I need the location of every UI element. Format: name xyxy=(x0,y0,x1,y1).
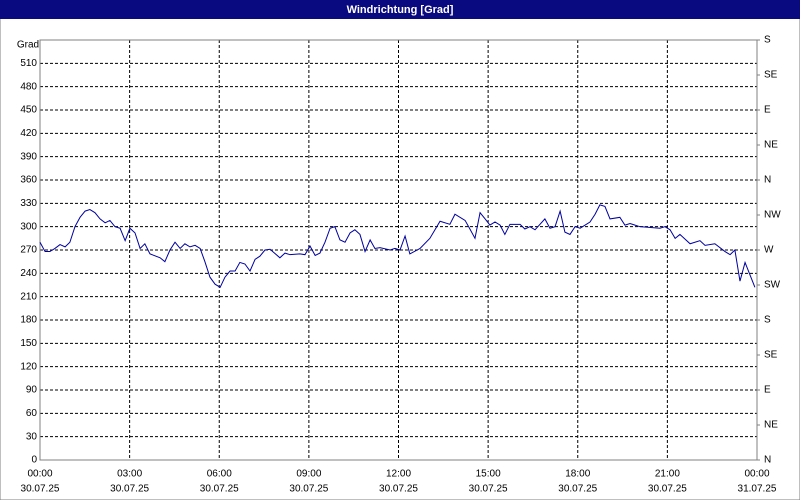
x-tick-label: 21:00 xyxy=(655,469,680,480)
x-tick-label: 06:00 xyxy=(207,469,232,480)
y-tick-label: 480 xyxy=(20,81,37,92)
y-tick-label: 300 xyxy=(20,221,37,232)
y2-tick-label: NE xyxy=(764,140,778,151)
y2-tick-label: SE xyxy=(764,350,778,361)
y2-tick-label: SW xyxy=(764,280,781,291)
x-tick-label: 03:00 xyxy=(117,469,142,480)
y-tick-label: 180 xyxy=(20,315,37,326)
y-tick-label: 60 xyxy=(26,408,38,419)
y-tick-label: 390 xyxy=(20,151,37,162)
x-tick-sublabel: 31.07.25 xyxy=(738,484,777,495)
y2-tick-label: N xyxy=(764,455,771,466)
title-bar xyxy=(0,0,800,19)
y2-tick-label: E xyxy=(764,105,771,116)
y-tick-label: 360 xyxy=(20,175,37,186)
y2-tick-label: S xyxy=(764,35,771,46)
y-tick-label: 450 xyxy=(20,105,37,116)
x-tick-label: 12:00 xyxy=(386,469,411,480)
y-tick-label: 90 xyxy=(26,385,38,396)
data-line xyxy=(39,204,756,289)
y2-tick-label: W xyxy=(764,245,774,256)
y-tick-label: 240 xyxy=(20,268,37,279)
x-tick-label: 15:00 xyxy=(476,469,501,480)
x-tick-label: 00:00 xyxy=(744,469,769,480)
y2-tick-label: NW xyxy=(764,210,781,221)
x-tick-sublabel: 30.07.25 xyxy=(110,484,149,495)
x-tick-label: 18:00 xyxy=(565,469,590,480)
x-tick-label: 00:00 xyxy=(27,469,52,480)
y2-tick-label: N xyxy=(764,175,771,186)
y-tick-label: 0 xyxy=(31,455,37,466)
y-tick-label: 420 xyxy=(20,128,37,139)
y-tick-label: 210 xyxy=(20,291,37,302)
y-tick-label: 120 xyxy=(20,361,37,372)
y2-tick-label: SE xyxy=(764,70,778,81)
x-tick-sublabel: 30.07.25 xyxy=(469,484,508,495)
y-axis-label: Grad xyxy=(17,40,39,51)
x-tick-sublabel: 30.07.25 xyxy=(289,484,328,495)
x-tick-sublabel: 30.07.25 xyxy=(200,484,239,495)
y-tick-label: 330 xyxy=(20,198,37,209)
y-tick-label: 30 xyxy=(26,431,38,442)
x-tick-sublabel: 30.07.25 xyxy=(648,484,687,495)
y2-tick-label: E xyxy=(764,385,771,396)
x-tick-sublabel: 30.07.25 xyxy=(379,484,418,495)
y-tick-label: 510 xyxy=(20,58,37,69)
x-tick-sublabel: 30.07.25 xyxy=(21,484,60,495)
x-tick-label: 09:00 xyxy=(296,469,321,480)
y-tick-label: 270 xyxy=(20,245,37,256)
chart-title: Windrichtung [Grad] xyxy=(347,4,454,16)
y2-tick-label: NE xyxy=(764,420,778,431)
y-tick-label: 150 xyxy=(20,338,37,349)
y2-tick-label: S xyxy=(764,315,771,326)
x-tick-sublabel: 30.07.25 xyxy=(558,484,597,495)
